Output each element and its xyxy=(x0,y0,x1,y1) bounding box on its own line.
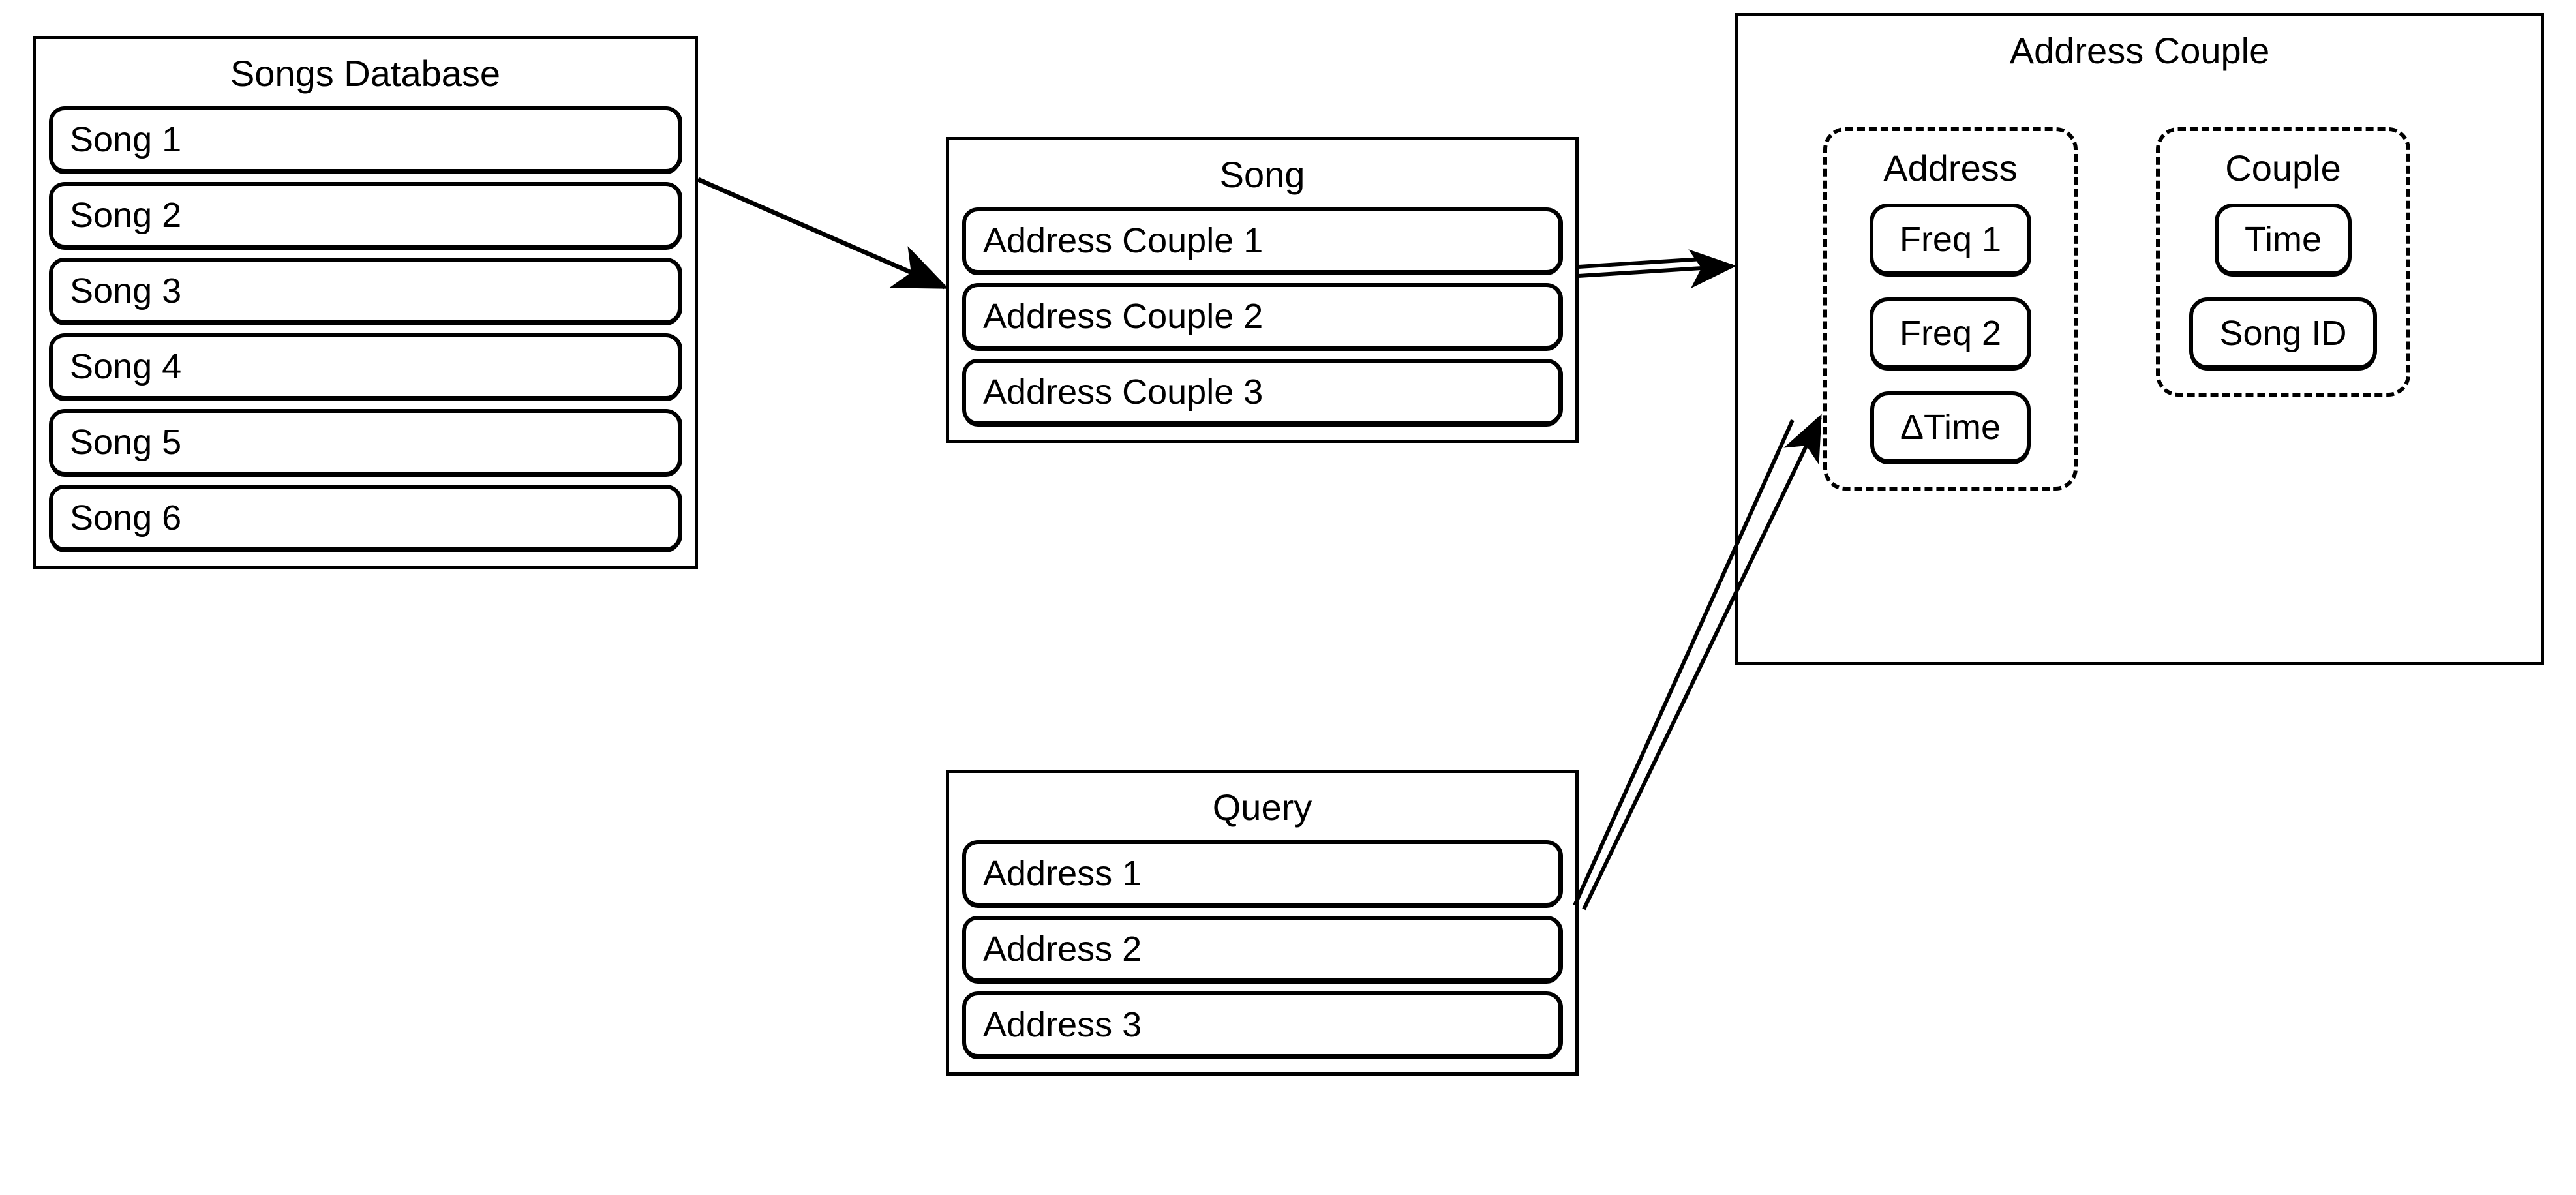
song-item: Song 1 xyxy=(49,106,682,173)
address-subtitle: Address xyxy=(1827,131,2074,198)
address-item: Address 3 xyxy=(962,991,1562,1058)
address-dashed-box: Address Freq 1 Freq 2 ΔTime xyxy=(1823,127,2078,491)
songs-database-items: Song 1 Song 2 Song 3 Song 4 Song 5 Song … xyxy=(36,106,695,566)
freq2-chip: Freq 2 xyxy=(1870,297,2031,369)
query-title: Query xyxy=(949,773,1575,840)
songs-database-title: Songs Database xyxy=(36,39,695,106)
diagram-canvas: Songs Database Song 1 Song 2 Song 3 Song… xyxy=(0,0,2576,1195)
arrow-song-to-addresscouple xyxy=(1579,259,1733,276)
song-item: Song 4 xyxy=(49,333,682,400)
freq1-chip: Freq 1 xyxy=(1870,204,2031,275)
address-chips: Freq 1 Freq 2 ΔTime xyxy=(1827,198,2074,487)
address-item: Address 2 xyxy=(962,916,1562,982)
couple-chips: Time Song ID xyxy=(2160,198,2406,393)
address-couple-item: Address Couple 2 xyxy=(962,283,1562,350)
song-item: Song 2 xyxy=(49,182,682,249)
query-items: Address 1 Address 2 Address 3 xyxy=(949,840,1575,1072)
song-box: Song Address Couple 1 Address Couple 2 A… xyxy=(946,137,1579,443)
time-chip: Time xyxy=(2215,204,2352,275)
couple-subtitle: Couple xyxy=(2160,131,2406,198)
song-title: Song xyxy=(949,140,1575,207)
address-couple-item: Address Couple 3 xyxy=(962,359,1562,425)
songs-database-box: Songs Database Song 1 Song 2 Song 3 Song… xyxy=(33,36,698,569)
couple-dashed-box: Couple Time Song ID xyxy=(2156,127,2410,397)
address-couple-title: Address Couple xyxy=(1738,16,2541,83)
song-item: Song 5 xyxy=(49,409,682,476)
song-items: Address Couple 1 Address Couple 2 Addres… xyxy=(949,207,1575,440)
address-couple-item: Address Couple 1 xyxy=(962,207,1562,274)
song-item: Song 3 xyxy=(49,258,682,324)
arrow-songsdb-to-song xyxy=(698,179,945,287)
address-couple-box: Address Couple Address Freq 1 Freq 2 ΔTi… xyxy=(1735,13,2544,665)
address-item: Address 1 xyxy=(962,840,1562,907)
delta-time-chip: ΔTime xyxy=(1870,391,2031,463)
song-item: Song 6 xyxy=(49,485,682,551)
query-box: Query Address 1 Address 2 Address 3 xyxy=(946,770,1579,1076)
songid-chip: Song ID xyxy=(2189,297,2376,369)
